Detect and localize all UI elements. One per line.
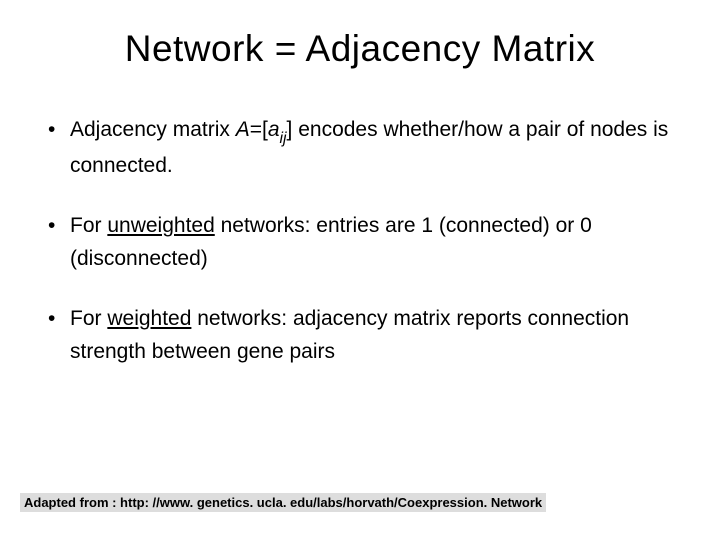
bullet-text-pre: For — [70, 307, 107, 330]
bullet-item: For unweighted networks: entries are 1 (… — [48, 210, 672, 275]
slide: Network = Adjacency Matrix Adjacency mat… — [0, 0, 720, 540]
citation-box: Adapted from : http: //www. genetics. uc… — [20, 493, 546, 512]
slide-title: Network = Adjacency Matrix — [48, 28, 672, 70]
math-var: a — [268, 118, 280, 141]
underlined-term: unweighted — [107, 214, 214, 237]
math-var: A — [236, 118, 250, 141]
bullet-item: Adjacency matrix A=[aij] encodes whether… — [48, 114, 672, 182]
math-eq: =[ — [250, 118, 268, 141]
citation-text: Adapted from : http: //www. genetics. uc… — [24, 495, 542, 510]
bullet-list: Adjacency matrix A=[aij] encodes whether… — [48, 114, 672, 368]
bullet-item: For weighted networks: adjacency matrix … — [48, 303, 672, 368]
math-sub: ij — [280, 130, 287, 147]
underlined-term: weighted — [107, 307, 191, 330]
bullet-text-pre: For — [70, 214, 107, 237]
bullet-text-pre: Adjacency matrix — [70, 118, 236, 141]
